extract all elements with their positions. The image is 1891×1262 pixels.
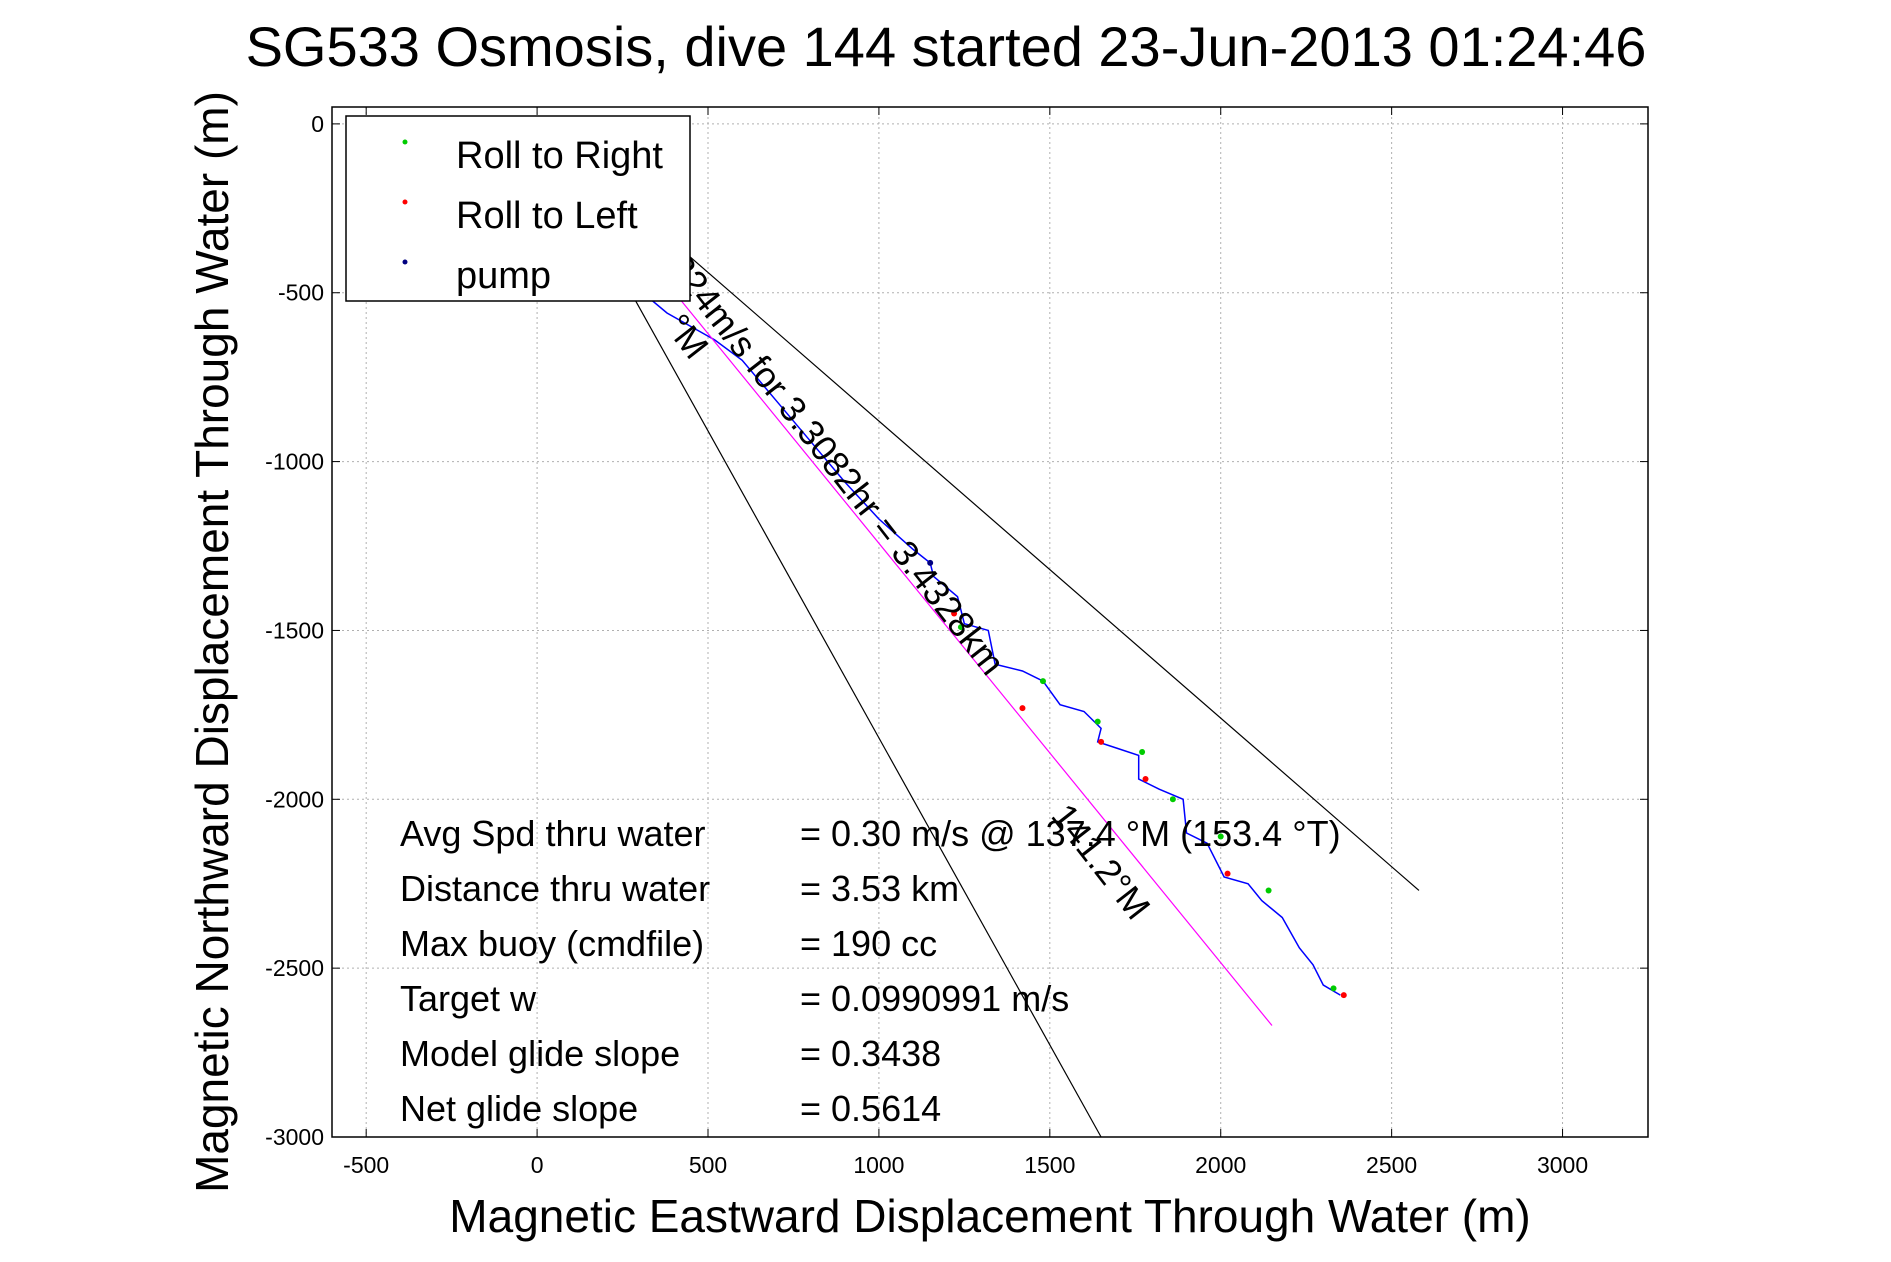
y-tick-label: -1000 [265, 449, 324, 475]
x-tick-label: 500 [689, 1152, 727, 1178]
roll-right-point [1169, 796, 1176, 803]
stats-block: Avg Spd thru water = 0.30 m/s @ 137.4 °M … [400, 813, 1341, 1129]
roll-left-point [1019, 705, 1026, 712]
roll-right-point [1094, 718, 1101, 725]
x-tick-label: 1500 [1024, 1152, 1075, 1178]
grid-lines [332, 107, 1648, 1138]
roll-left-point [1098, 738, 1105, 745]
legend-marker [402, 259, 408, 265]
y-axis-label: Magnetic Northward Displacement Through … [186, 91, 238, 1193]
roll-right-point [1330, 985, 1337, 992]
line-annotation: .224m/s for 3.3082hr = 3.4328km [654, 239, 1013, 683]
y-tick-label: -2000 [265, 786, 324, 812]
roll-markers [534, 120, 1347, 999]
y-tick-label: 0 [311, 111, 324, 137]
x-tick-label: 3000 [1537, 1152, 1588, 1178]
stat-value: = 0.3438 [800, 1033, 941, 1074]
roll-left-point [1340, 992, 1347, 999]
stat-value: = 0.0990991 m/s [800, 978, 1069, 1019]
chart-title: SG533 Osmosis, dive 144 started 23-Jun-2… [246, 15, 1647, 78]
roll-right-point [1265, 887, 1272, 894]
legend: Roll to Right Roll to Left pump [345, 115, 691, 302]
stat-value: = 190 cc [800, 923, 937, 964]
y-tick-label: -500 [278, 280, 324, 306]
stat-label: Max buoy (cmdfile) [400, 923, 704, 964]
roll-left-point [1224, 870, 1231, 877]
roll-right-point [1139, 749, 1146, 756]
x-tick-label: 2500 [1366, 1152, 1417, 1178]
stat-label: Avg Spd thru water [400, 813, 706, 854]
pump-point [927, 559, 934, 566]
y-tick-label: -2500 [265, 955, 324, 981]
axis-ticks: -500 0 500 1000 1500 2000 2500 3000 0 -500 -1000 -1… [265, 107, 1648, 1178]
y-tick-label: -3000 [265, 1124, 324, 1150]
stat-label: Model glide slope [400, 1033, 680, 1074]
legend-label: pump [456, 255, 551, 297]
legend-marker [402, 139, 408, 145]
x-axis-label: Magnetic Eastward Displacement Through W… [449, 1190, 1530, 1242]
roll-right-point [1039, 678, 1046, 685]
stat-label: Distance thru water [400, 868, 710, 909]
legend-box [345, 115, 691, 302]
stat-value: = 0.5614 [800, 1088, 941, 1129]
x-tick-label: 0 [531, 1152, 544, 1178]
stat-label: Net glide slope [400, 1088, 638, 1129]
legend-label: Roll to Right [456, 135, 663, 177]
stat-label: Target w [400, 978, 537, 1019]
x-tick-label: 1000 [853, 1152, 904, 1178]
x-tick-label: -500 [343, 1152, 389, 1178]
roll-left-point [951, 610, 958, 617]
roll-right-point [957, 624, 964, 631]
legend-label: Roll to Left [456, 195, 638, 237]
roll-right-point [1217, 833, 1224, 840]
plot-frame [331, 106, 1649, 1138]
stat-value: = 3.53 km [800, 868, 959, 909]
roll-left-point [1142, 776, 1149, 783]
x-tick-label: 2000 [1195, 1152, 1246, 1178]
legend-marker [402, 199, 408, 205]
stat-value: = 0.30 m/s @ 137.4 °M (153.4 °T) [800, 813, 1341, 854]
y-tick-label: -1500 [265, 617, 324, 643]
